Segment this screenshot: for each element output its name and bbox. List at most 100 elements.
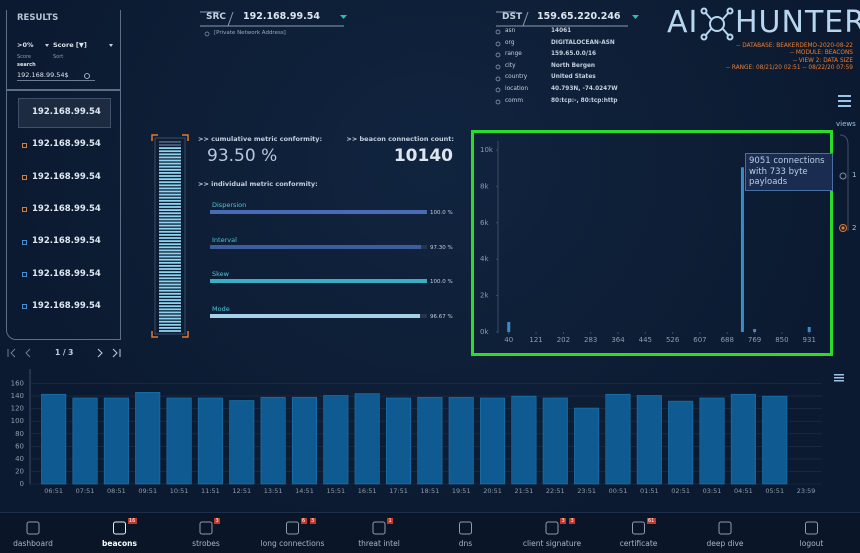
metric-bar — [210, 279, 427, 283]
view-2[interactable]: 2 — [852, 224, 857, 232]
result-marker — [22, 207, 27, 213]
gauge-segment — [159, 320, 181, 323]
next-page[interactable] — [97, 348, 103, 358]
nav-icon[interactable] — [718, 521, 732, 535]
nav-label[interactable]: long connections — [260, 539, 325, 548]
x-tick-label: 40 — [504, 336, 513, 344]
nav-label[interactable]: dns — [458, 539, 473, 548]
menu-icon[interactable] — [838, 95, 851, 107]
dst-field-key: asn — [505, 28, 516, 34]
filter-select[interactable]: >0% — [17, 41, 34, 49]
nav-icon[interactable] — [113, 521, 126, 535]
result-marker — [22, 239, 27, 245]
nav-icon[interactable] — [199, 521, 213, 535]
view-1[interactable]: 1 — [852, 171, 857, 179]
nav-icon[interactable] — [632, 521, 645, 535]
nav-label[interactable]: strobes — [192, 539, 220, 548]
bar — [323, 395, 349, 485]
y-tick-label: 120 — [11, 405, 24, 413]
nav-icon[interactable] — [459, 521, 472, 535]
nav-label[interactable]: deep dive — [706, 539, 744, 548]
gauge-segment — [159, 218, 181, 221]
view-option[interactable] — [839, 224, 847, 232]
nav-label[interactable]: client signature — [522, 539, 582, 548]
logo-molecule — [700, 7, 734, 41]
result-marker — [22, 272, 27, 277]
hourly-chart: 0 20 40 60 80 100 120 140 160 06:51 07:51 08:51 09:5… — [11, 369, 844, 495]
result-item[interactable]: 192.168.99.54 — [32, 236, 101, 247]
bar — [229, 400, 255, 485]
gauge-segment — [159, 212, 181, 215]
bar — [197, 397, 223, 485]
gauge — [151, 134, 189, 338]
gauge-segment — [159, 265, 181, 267]
bar — [354, 393, 380, 485]
metric-bar — [210, 210, 427, 214]
y-tick-label: 4k — [480, 255, 489, 263]
gauge-segment — [159, 271, 181, 273]
nav-icon[interactable] — [545, 521, 559, 535]
gauge-segment — [159, 323, 181, 326]
dst-field-value: DIGITALOCEAN-ASN — [551, 39, 615, 46]
gauge-segment — [159, 172, 181, 174]
nav-icon[interactable] — [372, 521, 386, 535]
x-tick-label: 20:51 — [483, 487, 502, 495]
dst-field-key: country — [505, 74, 528, 81]
last-page[interactable] — [112, 348, 121, 358]
nav-label[interactable]: logout — [799, 539, 824, 548]
dst-ip: 159.65.220.246 — [537, 11, 621, 22]
dst-field-value: 40.793N, -74.0247W — [551, 86, 618, 92]
nav-label[interactable]: certificate — [619, 539, 658, 548]
search-input[interactable]: 192.168.99.54$ — [17, 72, 95, 81]
gauge-segment — [159, 184, 181, 187]
src-frame — [200, 11, 344, 27]
gauge-segment — [159, 246, 181, 249]
x-tick-label: 688 — [721, 336, 734, 344]
gauge-segment — [159, 243, 181, 246]
nav-icon[interactable] — [286, 521, 299, 535]
clear-icon[interactable] — [84, 73, 90, 79]
bar — [740, 167, 744, 332]
gauge-segment — [159, 181, 181, 184]
result-marker — [22, 304, 27, 310]
x-tick-label: 21:51 — [515, 487, 534, 495]
result-item[interactable]: 192.168.99.54 — [32, 268, 101, 279]
view-option[interactable] — [839, 172, 847, 180]
x-tick-label: 02:51 — [671, 487, 690, 495]
bar — [511, 395, 537, 485]
first-page[interactable] — [7, 348, 16, 358]
result-item[interactable]: 192.168.99.54 — [32, 139, 101, 150]
prev-page[interactable] — [25, 348, 31, 358]
bar — [605, 393, 631, 485]
y-tick-label: 40 — [15, 455, 24, 463]
y-tick-label: 20 — [15, 467, 24, 475]
result-item[interactable]: 192.168.99.54 — [32, 171, 101, 182]
src-label: SRC — [206, 12, 227, 22]
result-item[interactable]: 192.168.99.54 — [32, 203, 101, 214]
nav-icon[interactable] — [805, 521, 818, 535]
x-tick-label: 19:51 — [452, 487, 471, 495]
info-line: -- VIEW 2: DATA SIZE — [792, 57, 853, 64]
gauge-segment — [159, 311, 181, 314]
dst-field-value: North Bergen — [551, 62, 596, 69]
nav-label[interactable]: threat intel — [358, 539, 400, 548]
nav-badge: 3 — [214, 517, 221, 524]
x-tick-label: 931 — [803, 336, 816, 344]
nav-icon[interactable] — [26, 521, 40, 535]
bar — [730, 393, 756, 485]
pager: 1 / 3 — [55, 348, 74, 357]
result-item[interactable]: 192.168.99.54 — [32, 107, 101, 117]
metric-name: Mode — [212, 304, 230, 313]
sort-select[interactable]: Score [▼] — [53, 41, 87, 49]
nav-bar — [0, 512, 860, 553]
nav-label[interactable]: dashboard — [13, 539, 53, 548]
nav-badge: 61 — [646, 517, 656, 524]
chart-menu[interactable] — [834, 374, 844, 382]
dst-field-key: org — [505, 39, 515, 46]
nav-label[interactable]: beacons — [102, 539, 137, 548]
bar — [41, 393, 67, 485]
gauge-segment — [159, 249, 181, 252]
gauge-segment — [159, 261, 181, 264]
x-tick-label: 526 — [666, 336, 680, 344]
result-item[interactable]: 192.168.99.54 — [32, 300, 101, 311]
